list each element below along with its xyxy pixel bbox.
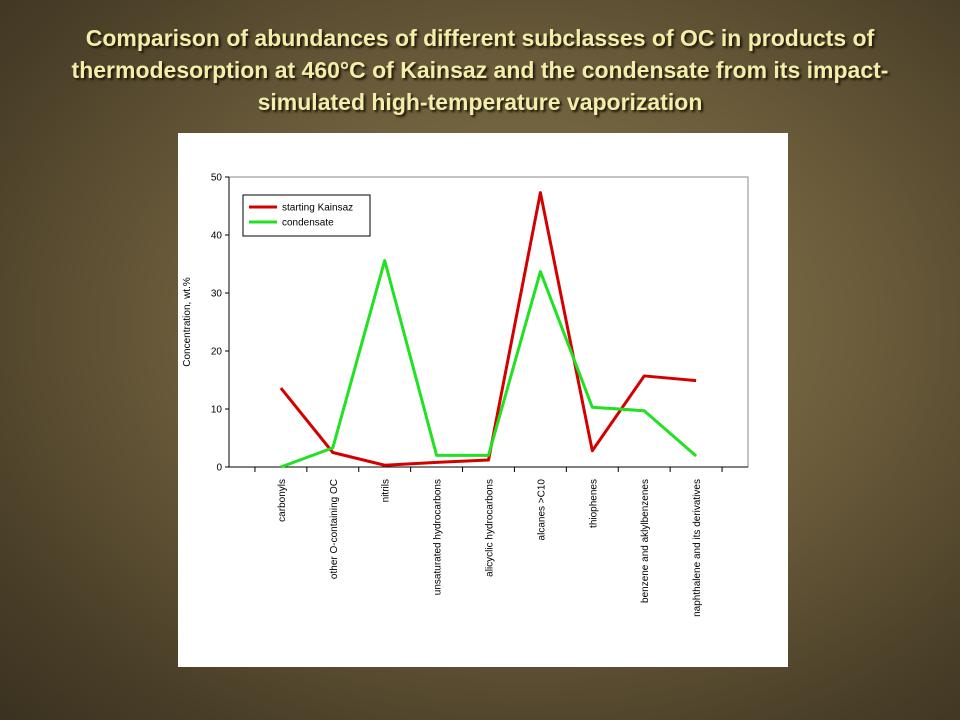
slide-title: Comparison of abundances of different su…	[71, 25, 889, 115]
data-line	[279, 191, 697, 467]
x-tick-label: thiophenes	[588, 479, 599, 528]
y-tick-label: 20	[211, 347, 223, 358]
y-tick-label: 10	[211, 405, 223, 416]
legend-label: condensate	[282, 218, 334, 229]
x-tick-label: benzene and aklylbenzenes	[640, 479, 651, 603]
x-tick-label: alicyclic hydrocarbons	[485, 479, 496, 577]
y-tick-label: 40	[211, 231, 223, 242]
x-tick-label: alcanes >C10	[536, 479, 547, 541]
legend-label: starting Kainsaz	[282, 203, 353, 214]
y-axis-label: Concentration, wt.%	[182, 277, 193, 367]
x-tick-label: naphthalene and its derivatives	[692, 479, 703, 617]
y-tick-label: 30	[211, 289, 223, 300]
x-tick-label: unsaturated hydrocarbons	[433, 479, 444, 595]
x-tick-label: carbonyls	[277, 479, 288, 522]
y-tick-label: 50	[211, 173, 223, 184]
legend-box	[242, 194, 371, 237]
data-line	[280, 259, 698, 469]
y-tick-label: 0	[216, 463, 222, 474]
x-tick-label: nitrils	[381, 479, 392, 502]
x-tick-label: other O-containing OC	[329, 479, 340, 579]
